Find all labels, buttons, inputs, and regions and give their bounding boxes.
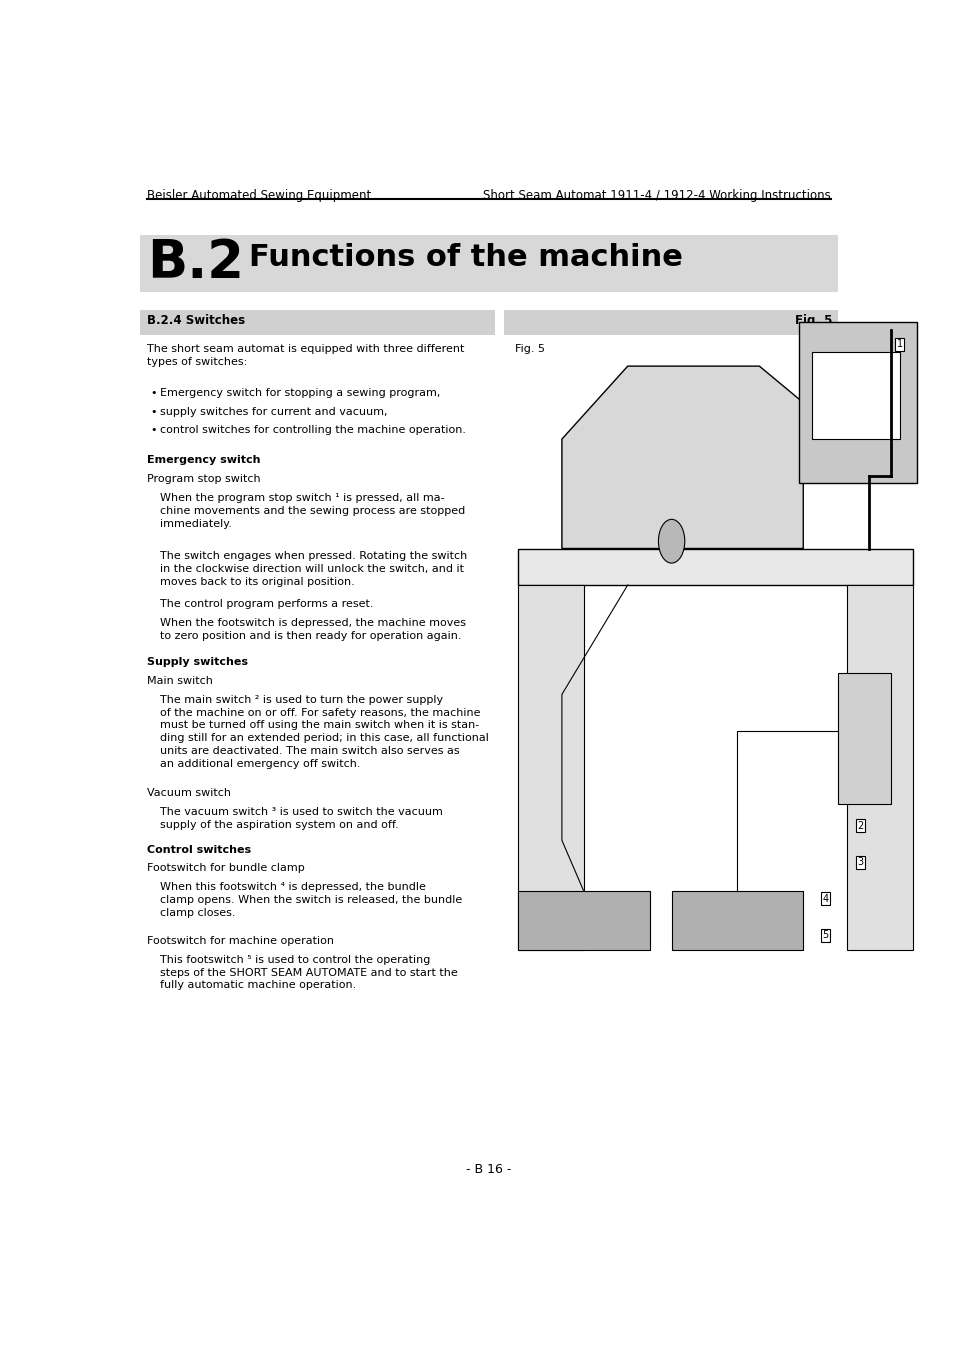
Text: The control program performs a reset.: The control program performs a reset. — [160, 598, 373, 609]
Text: Supply switches: Supply switches — [147, 658, 248, 667]
Text: 5: 5 — [821, 929, 827, 940]
Text: The short seam automat is equipped with three different
types of switches:: The short seam automat is equipped with … — [147, 345, 464, 367]
FancyBboxPatch shape — [140, 235, 837, 292]
Text: Functions of the machine: Functions of the machine — [249, 243, 681, 273]
Text: Emergency switch: Emergency switch — [147, 455, 260, 466]
Text: 3: 3 — [857, 857, 862, 867]
Text: When the footswitch is depressed, the machine moves
to zero position and is then: When the footswitch is depressed, the ma… — [160, 617, 465, 640]
Text: Fig. 5: Fig. 5 — [515, 345, 544, 354]
Text: The vacuum switch ³ is used to switch the vacuum
supply of the aspiration system: The vacuum switch ³ is used to switch th… — [160, 807, 442, 830]
Text: Main switch: Main switch — [147, 676, 213, 686]
FancyBboxPatch shape — [798, 323, 917, 482]
Polygon shape — [561, 366, 802, 549]
Text: This footswitch ⁵ is used to control the operating
steps of the SHORT SEAM AUTOM: This footswitch ⁵ is used to control the… — [160, 955, 457, 990]
Text: - B 16 -: - B 16 - — [466, 1163, 511, 1177]
Text: Emergency switch for stopping a sewing program,: Emergency switch for stopping a sewing p… — [160, 388, 440, 397]
Text: Footswitch for bundle clamp: Footswitch for bundle clamp — [147, 863, 305, 873]
FancyBboxPatch shape — [517, 892, 649, 950]
Text: Short Seam Automat 1911-4 / 1912-4 Working Instructions: Short Seam Automat 1911-4 / 1912-4 Worki… — [482, 189, 830, 203]
FancyBboxPatch shape — [811, 351, 899, 439]
Text: •: • — [151, 407, 157, 416]
FancyBboxPatch shape — [671, 892, 802, 950]
Text: Control switches: Control switches — [147, 844, 252, 855]
Polygon shape — [517, 585, 583, 950]
Text: B.2: B.2 — [147, 236, 244, 289]
Text: supply switches for current and vacuum,: supply switches for current and vacuum, — [160, 407, 387, 416]
Text: control switches for controlling the machine operation.: control switches for controlling the mac… — [160, 426, 465, 435]
Text: The switch engages when pressed. Rotating the switch
in the clockwise direction : The switch engages when pressed. Rotatin… — [160, 551, 467, 586]
FancyBboxPatch shape — [503, 309, 837, 335]
Polygon shape — [517, 549, 912, 585]
Text: 2: 2 — [857, 820, 862, 831]
FancyBboxPatch shape — [838, 673, 890, 804]
Text: Vacuum switch: Vacuum switch — [147, 789, 232, 798]
FancyBboxPatch shape — [140, 309, 495, 335]
Text: Beisler Automated Sewing Equipment: Beisler Automated Sewing Equipment — [147, 189, 372, 203]
Text: When the program stop switch ¹ is pressed, all ma-
chine movements and the sewin: When the program stop switch ¹ is presse… — [160, 493, 465, 528]
Text: B.2.4 Switches: B.2.4 Switches — [147, 313, 245, 327]
Text: Footswitch for machine operation: Footswitch for machine operation — [147, 936, 334, 946]
Text: Program stop switch: Program stop switch — [147, 474, 261, 484]
Text: •: • — [151, 388, 157, 397]
Polygon shape — [846, 585, 912, 950]
Text: Fig. 5: Fig. 5 — [794, 313, 831, 327]
Text: When this footswitch ⁴ is depressed, the bundle
clamp opens. When the switch is : When this footswitch ⁴ is depressed, the… — [160, 882, 461, 917]
Circle shape — [658, 519, 684, 563]
Text: 1: 1 — [896, 339, 902, 350]
Text: •: • — [151, 426, 157, 435]
Text: 4: 4 — [821, 893, 827, 904]
Text: The main switch ² is used to turn the power supply
of the machine on or off. For: The main switch ² is used to turn the po… — [160, 694, 488, 769]
